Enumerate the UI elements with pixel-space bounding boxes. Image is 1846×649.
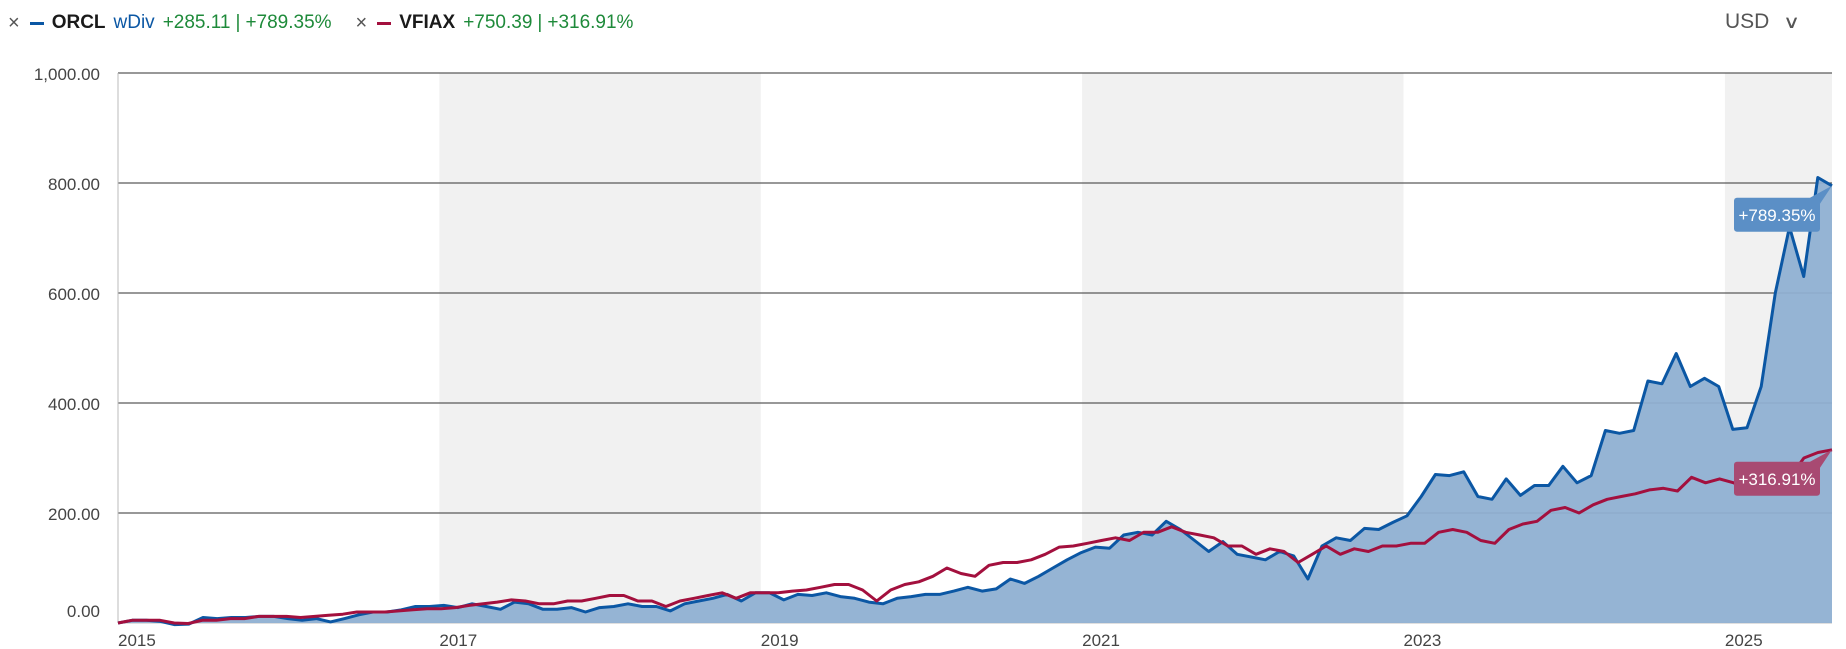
orcl-pct-change: +789.35% xyxy=(245,12,332,33)
x-tick-label: 2021 xyxy=(1082,631,1120,649)
vfiax-swatch xyxy=(377,21,392,25)
x-tick-label: 2019 xyxy=(761,631,799,649)
y-tick-label: 1,000.00 xyxy=(34,65,100,84)
vfiax-end-label: +316.91% xyxy=(1738,470,1815,489)
orcl-change: +285.11 xyxy=(162,12,231,33)
orcl-ticker[interactable]: ORCL xyxy=(51,12,106,33)
orcl-swatch xyxy=(29,21,44,25)
orcl-area xyxy=(118,177,1832,625)
vfiax-change: +750.39 xyxy=(463,12,533,33)
orcl-end-label: +789.35% xyxy=(1738,206,1815,225)
x-tick-label: 2023 xyxy=(1404,631,1442,649)
chart-legend: × ORCL wDiv +285.11 | +789.35% × VFIAX +… xyxy=(8,8,633,38)
vfiax-ticker[interactable]: VFIAX xyxy=(399,12,456,33)
x-tick-label: 2025 xyxy=(1725,631,1763,649)
x-tick-label: 2017 xyxy=(439,631,477,649)
vfiax-end-label-box xyxy=(1734,461,1820,496)
currency-selector[interactable]: USD ∨ xyxy=(1725,10,1801,34)
orcl-separator: | xyxy=(235,12,241,33)
remove-vfiax-close-icon[interactable]: × xyxy=(355,11,368,34)
orcl-wdiv-label: wDiv xyxy=(113,12,155,33)
currency-label: USD xyxy=(1725,10,1770,33)
y-tick-label: 400.00 xyxy=(48,395,100,414)
y-tick-label: 0.00 xyxy=(67,602,100,621)
x-tick-label: 2015 xyxy=(118,631,156,649)
orcl-end-label-box xyxy=(1734,197,1820,232)
shaded-band-0 xyxy=(439,73,761,623)
chevron-down-icon: ∨ xyxy=(1783,11,1801,32)
vfiax-line xyxy=(117,448,1833,625)
y-tick-label: 200.00 xyxy=(48,505,100,524)
vfiax-separator: | xyxy=(537,12,543,33)
y-tick-label: 600.00 xyxy=(48,285,100,304)
vfiax-pct-change: +316.91% xyxy=(547,12,634,33)
y-tick-label: 800.00 xyxy=(48,175,100,194)
remove-orcl-close-icon[interactable]: × xyxy=(8,11,20,34)
